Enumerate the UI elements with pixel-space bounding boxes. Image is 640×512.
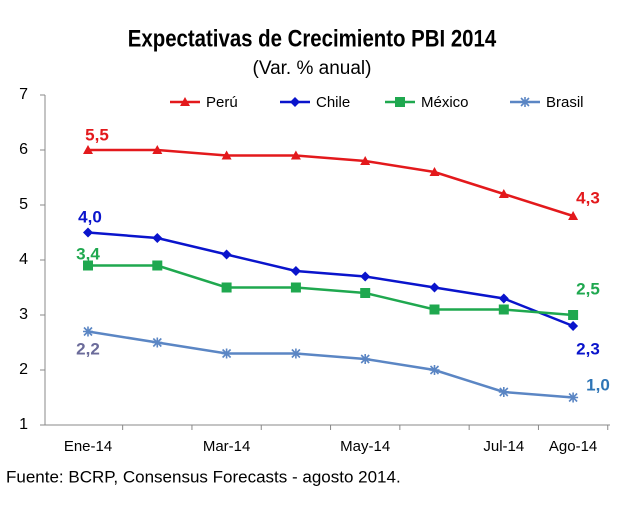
data-point <box>83 145 93 154</box>
data-point <box>360 288 371 298</box>
annotation: 2,3 <box>576 339 600 358</box>
annotation: 5,5 <box>85 125 109 144</box>
annotation: 2,5 <box>576 279 600 298</box>
data-point <box>429 365 440 375</box>
data-point <box>498 387 509 397</box>
data-point <box>152 233 163 243</box>
annotation: 4,3 <box>576 188 600 207</box>
y-tick-label: 3 <box>19 306 28 323</box>
data-point <box>429 304 440 315</box>
data-point <box>83 260 93 271</box>
legend-marker <box>180 97 190 106</box>
x-tick-label: May-14 <box>340 438 390 455</box>
data-point <box>360 354 371 364</box>
y-tick-label: 5 <box>19 196 28 213</box>
x-tick-label: Jul-14 <box>483 438 524 455</box>
series-line <box>88 264 574 317</box>
x-tick-label: Mar-14 <box>203 438 251 455</box>
data-point <box>83 326 93 337</box>
x-tick-label: Ago-14 <box>549 438 597 455</box>
y-tick-label: 1 <box>19 416 28 433</box>
data-point <box>221 249 232 260</box>
data-point <box>568 392 579 403</box>
annotation: 1,0 <box>586 375 610 394</box>
data-point <box>221 282 232 293</box>
data-point <box>360 271 371 282</box>
legend-label: Brasil <box>546 94 584 111</box>
data-point <box>152 145 163 154</box>
y-tick-label: 4 <box>19 251 28 268</box>
data-point <box>498 189 509 198</box>
x-tick-label: Ene-14 <box>64 438 112 455</box>
data-point <box>83 227 93 238</box>
data-point <box>221 348 232 359</box>
series-line <box>87 231 574 328</box>
series-line <box>88 148 574 218</box>
y-tick-label: 7 <box>19 86 28 103</box>
data-point <box>152 337 163 348</box>
data-point <box>221 150 232 160</box>
chart-title: Expectativas de Crecimiento PBI 2014 <box>128 25 497 52</box>
data-point <box>290 282 301 293</box>
legend-label: México <box>421 94 469 111</box>
data-point <box>429 167 440 176</box>
data-point <box>498 304 509 315</box>
legend-marker <box>395 97 405 107</box>
data-point <box>429 282 440 293</box>
source-note: Fuente: BCRP, Consensus Forecasts - agos… <box>6 467 401 486</box>
legend-marker <box>290 97 300 107</box>
data-point <box>290 266 301 276</box>
legend-marker <box>520 97 530 107</box>
data-point <box>152 260 163 271</box>
series-line <box>87 330 574 399</box>
legend-label: Chile <box>316 94 350 111</box>
data-point <box>290 348 301 359</box>
annotation: 4,0 <box>78 207 102 226</box>
data-point <box>290 150 301 160</box>
annotation: 3,4 <box>76 244 100 263</box>
y-tick-label: 6 <box>19 141 28 158</box>
data-point <box>568 211 579 220</box>
legend-label: Perú <box>206 94 238 111</box>
y-tick-label: 2 <box>19 361 28 378</box>
data-point <box>360 156 371 165</box>
data-point <box>568 310 579 320</box>
chart-subtitle: (Var. % anual) <box>253 58 372 79</box>
data-point <box>568 321 579 331</box>
annotation: 2,2 <box>76 339 100 358</box>
data-point <box>498 293 509 304</box>
